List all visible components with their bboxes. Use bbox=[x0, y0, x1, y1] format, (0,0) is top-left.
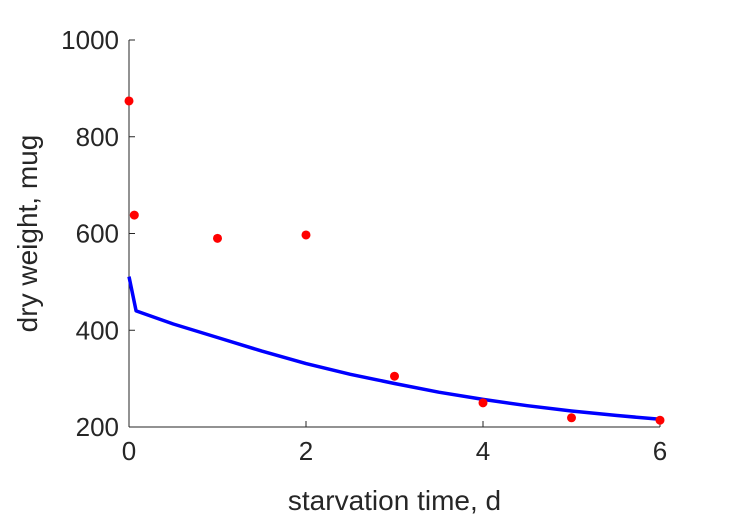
data-point bbox=[301, 230, 311, 240]
data-point bbox=[129, 210, 139, 220]
axes: 0 2 4 6 200 400 600 800 1000 bbox=[61, 25, 667, 466]
x-tick-label: 0 bbox=[122, 436, 136, 466]
x-axis-label: starvation time, d bbox=[288, 485, 501, 516]
y-axis-label: dry weight, mug bbox=[12, 135, 43, 333]
x-tick-label: 6 bbox=[653, 436, 667, 466]
y-tick-label: 600 bbox=[76, 219, 119, 249]
y-tick-label: 1000 bbox=[61, 25, 119, 55]
y-tick-label: 800 bbox=[76, 122, 119, 152]
plot-area bbox=[124, 96, 665, 425]
data-point bbox=[390, 371, 399, 381]
data-point bbox=[213, 233, 222, 243]
data-point bbox=[478, 398, 488, 408]
data-point bbox=[124, 96, 134, 106]
data-point bbox=[655, 415, 665, 425]
y-tick-label: 400 bbox=[76, 315, 119, 345]
y-tick-label: 200 bbox=[76, 412, 119, 442]
x-tick-label: 2 bbox=[299, 436, 313, 466]
x-tick-label: 4 bbox=[476, 436, 490, 466]
model-fit-line bbox=[127, 276, 661, 422]
data-point bbox=[567, 413, 576, 423]
